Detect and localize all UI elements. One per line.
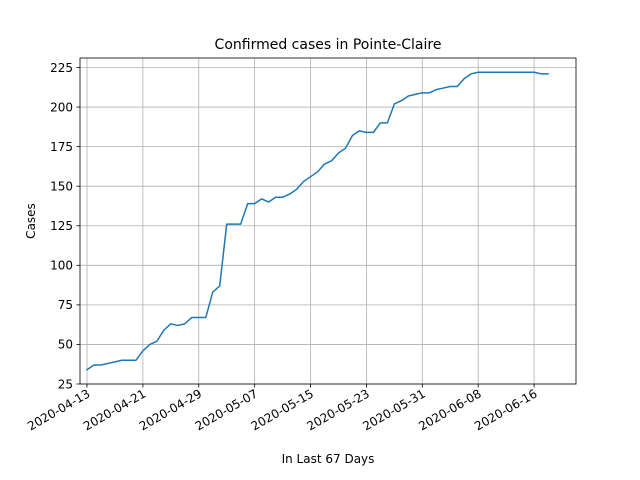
y-tick-label: 100 xyxy=(50,259,73,273)
y-tick-label: 25 xyxy=(58,377,73,391)
x-tick-label: 2020-05-15 xyxy=(249,386,316,433)
y-tick-label: 50 xyxy=(58,338,73,352)
series-line xyxy=(85,71,549,371)
y-tick-label: 225 xyxy=(50,61,73,75)
x-tick-label: 2020-04-21 xyxy=(81,386,148,433)
x-tick-label: 2020-06-16 xyxy=(472,386,539,433)
chart-title: Confirmed cases in Pointe-Claire xyxy=(215,37,442,53)
x-axis-label: In Last 67 Days xyxy=(282,452,375,466)
x-tick-label: 2020-04-13 xyxy=(25,386,92,433)
x-tick-label: 2020-05-23 xyxy=(305,386,372,433)
y-axis-label: Cases xyxy=(24,203,38,239)
x-tick-label: 2020-04-29 xyxy=(137,386,204,433)
x-tick-label: 2020-06-08 xyxy=(416,386,483,433)
y-tick-label: 175 xyxy=(50,140,73,154)
y-tick-label: 125 xyxy=(50,219,73,233)
x-tick-label: 2020-05-31 xyxy=(360,386,427,433)
y-axis-ticks: 25 50 75 100 125 150 175 200 225 xyxy=(50,61,80,391)
plot-series xyxy=(85,71,549,371)
grid-lines xyxy=(80,58,576,385)
y-tick-label: 150 xyxy=(50,179,73,193)
plot-frame xyxy=(79,57,577,385)
x-axis-ticks: 2020-04-132020-04-212020-04-292020-05-07… xyxy=(25,384,540,433)
y-tick-label: 75 xyxy=(58,298,73,312)
x-tick-label: 2020-05-07 xyxy=(193,386,260,433)
y-tick-label: 200 xyxy=(50,100,73,114)
